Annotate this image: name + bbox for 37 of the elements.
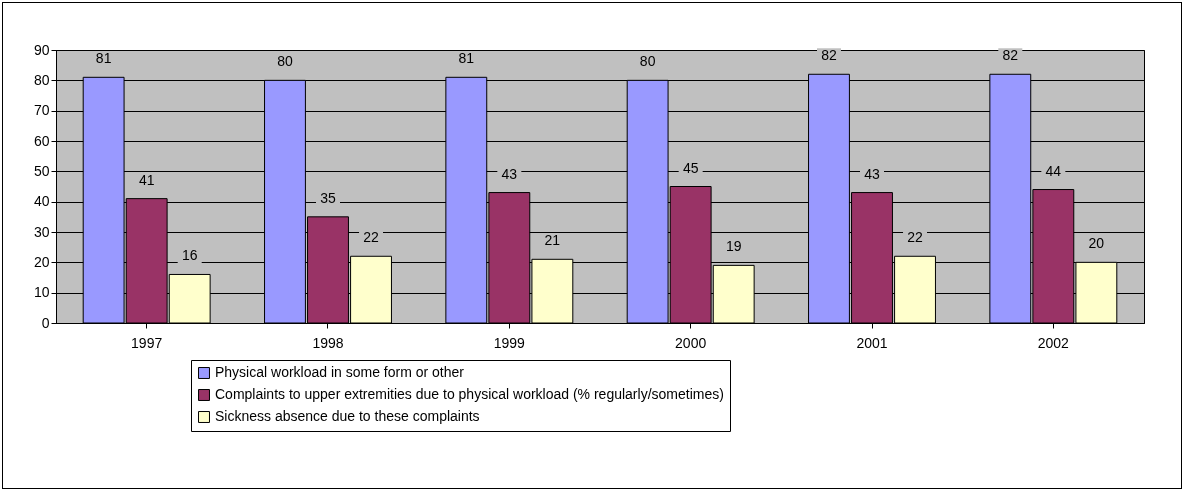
data-label: 45 xyxy=(682,159,699,176)
y-tick-label: 40 xyxy=(33,193,50,210)
data-label: 43 xyxy=(864,165,880,182)
data-label: 35 xyxy=(320,189,336,206)
legend-label: Complaints to upper extremities due to physical workload (% regularly/sometimes) xyxy=(215,386,724,402)
data-label: 44 xyxy=(1045,162,1062,179)
y-tick-label: 50 xyxy=(33,162,50,179)
x-tick-label: 1997 xyxy=(131,334,163,351)
x-tick-label: 2000 xyxy=(675,334,707,351)
y-tick-label: 20 xyxy=(33,253,50,270)
data-label: 19 xyxy=(725,238,742,255)
y-tick-label: 10 xyxy=(33,284,50,301)
data-label: 43 xyxy=(501,165,518,182)
data-label: 81 xyxy=(95,50,112,67)
x-tick-label: 2001 xyxy=(856,334,888,351)
data-label: 41 xyxy=(138,171,155,188)
data-label: 20 xyxy=(1088,235,1105,252)
x-tick-label: 2002 xyxy=(1037,334,1070,351)
y-tick-label: 30 xyxy=(33,223,50,240)
y-tick-label: 70 xyxy=(33,102,50,119)
data-label: 82 xyxy=(821,47,837,64)
y-tick-label: 0 xyxy=(41,314,50,331)
data-label: 81 xyxy=(458,50,475,67)
y-tick-label: 90 xyxy=(33,41,50,58)
data-label: 82 xyxy=(1002,47,1019,64)
data-label: 22 xyxy=(363,229,380,246)
data-label: 80 xyxy=(639,53,656,70)
data-label: 22 xyxy=(907,229,924,246)
legend-label: Sickness absence due to these complaints xyxy=(215,408,480,424)
data-label: 80 xyxy=(277,53,293,70)
y-tick-label: 80 xyxy=(33,71,50,88)
data-label: 16 xyxy=(181,247,198,264)
y-tick-label: 60 xyxy=(33,132,50,149)
data-label: 21 xyxy=(544,232,561,249)
x-tick-label: 1999 xyxy=(493,334,526,351)
x-tick-label: 1998 xyxy=(312,334,344,351)
legend-label: Physical workload in some form or other xyxy=(215,364,465,380)
